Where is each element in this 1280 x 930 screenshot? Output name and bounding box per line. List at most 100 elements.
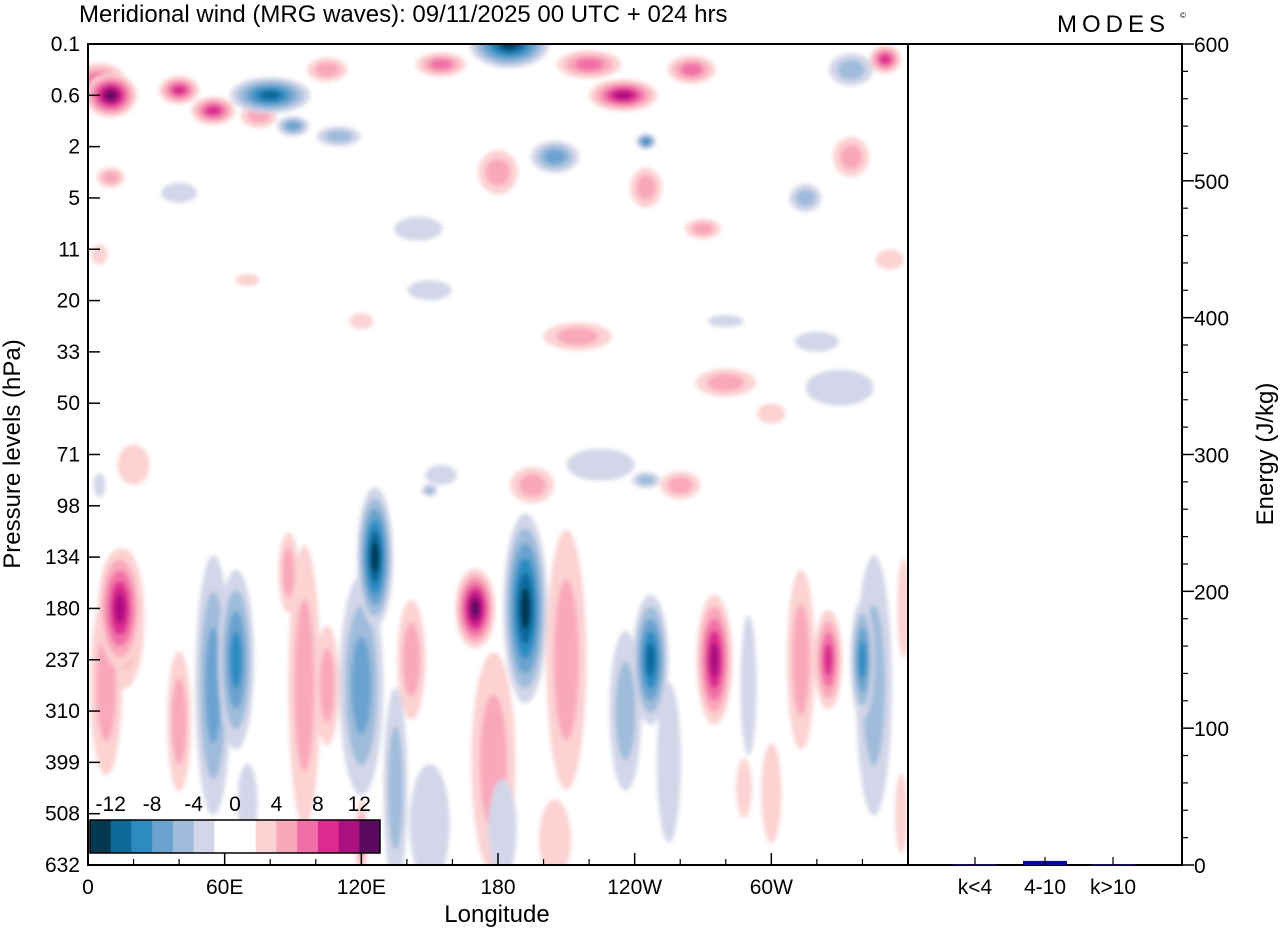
heatmap-filler-shape bbox=[736, 758, 752, 819]
colorbar-swatch bbox=[131, 820, 153, 853]
heatmap-filler-shape bbox=[636, 175, 656, 200]
energy-tick-label: 300 bbox=[1194, 445, 1229, 468]
brand-logo: MODES bbox=[1057, 11, 1170, 38]
x-tick-label: 60W bbox=[750, 876, 793, 899]
colorbar-swatch bbox=[172, 820, 195, 853]
heatmap-filler-shape bbox=[707, 315, 744, 328]
colorbar-label: 4 bbox=[271, 793, 283, 816]
heatmap-filler-shape bbox=[294, 599, 315, 772]
x-tick-label: 0 bbox=[82, 876, 94, 899]
colorbar-label: 12 bbox=[348, 793, 371, 816]
colorbar: -12 -8 -4 0 4 8 12 bbox=[89, 793, 381, 854]
heatmap-filler-shape bbox=[409, 763, 450, 865]
colorbar-swatch bbox=[317, 820, 340, 853]
energy-tick-label: 200 bbox=[1194, 581, 1229, 604]
heatmap-feature bbox=[114, 592, 126, 624]
heatmap-filler-shape bbox=[488, 779, 517, 865]
colorbar-label: -12 bbox=[96, 793, 126, 816]
heatmap-filler-shape bbox=[424, 486, 435, 495]
heatmap-y-axis: 0.1 0.6 2 5 11 20 33 50 71 98 134 180 237 310 399 508 63… bbox=[45, 33, 100, 877]
y-tick-label: 180 bbox=[45, 597, 80, 620]
heatmap-filler-shape bbox=[171, 678, 187, 765]
energy-tick-label: 100 bbox=[1194, 718, 1229, 741]
brand-mark: © bbox=[1180, 11, 1186, 20]
bar-category-label: 4-10 bbox=[1024, 876, 1066, 899]
colorbar-label: 0 bbox=[229, 793, 241, 816]
heatmap-filler-shape bbox=[319, 648, 335, 723]
y-tick-label: 399 bbox=[45, 751, 80, 774]
heatmap-filler-shape bbox=[556, 327, 599, 346]
y-axis-label: Pressure levels (hPa) bbox=[0, 339, 26, 568]
x-tick-label: 60E bbox=[206, 876, 243, 899]
heatmap-filler-shape bbox=[839, 144, 863, 170]
heatmap-filler-shape bbox=[205, 105, 221, 116]
heatmap-filler-shape bbox=[518, 474, 546, 497]
x-tick-label: 120W bbox=[607, 876, 662, 899]
heatmap-filler-shape bbox=[656, 682, 681, 843]
y-tick-label: 20 bbox=[57, 290, 80, 313]
y-tick-label: 50 bbox=[57, 392, 80, 415]
heatmap-filler-shape bbox=[895, 773, 908, 854]
heatmap-filler-shape bbox=[875, 249, 904, 270]
y-tick-label: 0.1 bbox=[51, 33, 80, 56]
bar-frame bbox=[907, 43, 1183, 866]
heatmap-feature bbox=[500, 44, 519, 50]
heatmap-filler-shape bbox=[574, 58, 604, 71]
energy-tick-label: 400 bbox=[1194, 308, 1229, 331]
y-tick-label: 5 bbox=[68, 187, 80, 210]
heatmap-filler-shape bbox=[325, 130, 353, 143]
colorbar-swatch bbox=[297, 820, 319, 853]
y-tick-label: 310 bbox=[45, 700, 80, 723]
colorbar-swatch bbox=[193, 820, 215, 853]
energy-axis: 0 100 200 300 400 500 600 bbox=[1182, 34, 1229, 878]
heatmap-filler-shape bbox=[425, 465, 458, 486]
heatmap-filler-shape bbox=[761, 743, 782, 844]
heatmap-filler-shape bbox=[615, 661, 636, 761]
heatmap-filler-shape bbox=[282, 547, 295, 598]
heatmap-filler-shape bbox=[402, 622, 421, 697]
energy-bars: k<4 4-10 k>10 bbox=[953, 857, 1136, 899]
heatmap-filler-shape bbox=[351, 636, 372, 735]
y-tick-label: 632 bbox=[45, 854, 80, 877]
colorbar-border bbox=[89, 819, 381, 854]
energy-tick-label: 600 bbox=[1194, 34, 1229, 57]
colorbar-swatch bbox=[152, 820, 174, 853]
heatmap-filler-shape bbox=[544, 149, 566, 164]
y-tick-label: 33 bbox=[57, 341, 80, 364]
heatmap-feature bbox=[645, 642, 656, 677]
colorbar-swatch bbox=[110, 820, 132, 853]
colorbar-label: -4 bbox=[184, 793, 203, 816]
energy-tick-label: 0 bbox=[1194, 855, 1206, 878]
y-tick-label: 134 bbox=[45, 546, 80, 569]
x-tick-label: 180 bbox=[480, 876, 515, 899]
heatmap-filler-shape bbox=[680, 63, 703, 76]
y-tick-label: 508 bbox=[45, 803, 80, 826]
colorbar-swatch bbox=[235, 820, 257, 853]
heatmap-filler-shape bbox=[667, 476, 693, 494]
heatmap-filler-shape bbox=[349, 313, 374, 330]
heatmap-filler-shape bbox=[879, 54, 891, 65]
heatmap-filler-shape bbox=[795, 189, 816, 207]
heatmap-filler-shape bbox=[91, 244, 108, 265]
heatmap-filler-shape bbox=[407, 280, 452, 301]
heatmap-filler-shape bbox=[161, 182, 198, 203]
colorbar-swatch bbox=[90, 820, 112, 853]
chart-title: Meridional wind (MRG waves): 09/11/2025 … bbox=[79, 1, 728, 28]
heatmap-feature bbox=[520, 587, 531, 630]
heatmap-filler-shape bbox=[285, 121, 301, 131]
heatmap-filler-shape bbox=[117, 444, 150, 485]
heatmap-filler-shape bbox=[757, 403, 786, 424]
heatmap-filler-shape bbox=[637, 475, 655, 486]
colorbar-label: -8 bbox=[143, 793, 162, 816]
colorbar-swatch bbox=[255, 820, 277, 853]
heatmap-filler-shape bbox=[93, 473, 106, 498]
heatmap-filler-shape bbox=[566, 448, 635, 481]
bar-category-label: k>10 bbox=[1090, 876, 1136, 899]
y-tick-label: 2 bbox=[68, 136, 80, 159]
heatmap-filler-shape bbox=[205, 627, 222, 744]
heatmap-feature bbox=[858, 640, 867, 679]
heatmap-filler-shape bbox=[235, 274, 260, 287]
heatmap-filler-shape bbox=[314, 62, 340, 78]
heatmap-filler-shape bbox=[429, 59, 453, 70]
